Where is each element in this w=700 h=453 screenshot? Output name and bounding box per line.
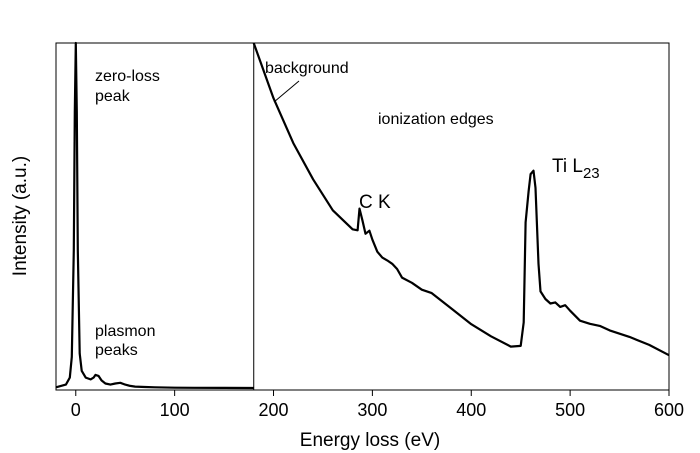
zero-loss-label-line2: peak bbox=[95, 88, 131, 105]
x-axis-ticks: 0 100 200 300 400 500 600 bbox=[71, 390, 684, 420]
zero-loss-label-line1: zero-loss bbox=[95, 68, 160, 85]
low-loss-spectrum-line bbox=[55, 41, 254, 390]
x-tick-label: 400 bbox=[456, 400, 486, 420]
x-tick-label: 200 bbox=[258, 400, 288, 420]
plasmon-label-line1: plasmon bbox=[95, 323, 155, 340]
x-tick-label: 300 bbox=[357, 400, 387, 420]
plasmon-label-line2: peaks bbox=[95, 342, 138, 359]
background-label: background bbox=[265, 60, 349, 77]
core-loss-spectrum-line bbox=[252, 42, 670, 357]
x-tick-label: 100 bbox=[160, 400, 190, 420]
background-pointer-line bbox=[273, 80, 300, 103]
plot-frame bbox=[55, 42, 670, 391]
ionization-edges-label: ionization edges bbox=[378, 111, 494, 128]
titanium-l23-edge-label: Ti L23 bbox=[552, 156, 600, 182]
x-tick-label: 500 bbox=[555, 400, 585, 420]
x-axis-title: Energy loss (eV) bbox=[300, 430, 440, 451]
y-axis-title: Intensity (a.u.) bbox=[10, 156, 31, 276]
carbon-k-edge-label: C K bbox=[359, 192, 391, 213]
x-tick-label: 600 bbox=[654, 400, 684, 420]
x-tick-label: 0 bbox=[71, 400, 81, 420]
titanium-l23-subscript: 23 bbox=[583, 165, 600, 182]
titanium-l-label: Ti L bbox=[552, 156, 583, 177]
